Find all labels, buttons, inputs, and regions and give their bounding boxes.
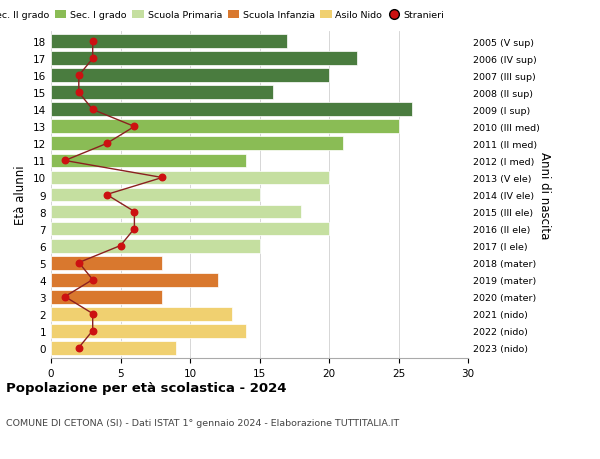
Y-axis label: Anni di nascita: Anni di nascita: [538, 151, 551, 239]
Bar: [51, 103, 412, 117]
Point: [102, 191, 112, 199]
Point: [102, 140, 112, 148]
Point: [74, 344, 83, 352]
Bar: [51, 273, 218, 287]
Point: [130, 208, 139, 216]
Text: Popolazione per età scolastica - 2024: Popolazione per età scolastica - 2024: [6, 381, 287, 394]
Point: [157, 174, 167, 182]
Bar: [51, 137, 343, 151]
Bar: [51, 52, 357, 66]
Bar: [51, 171, 329, 185]
Bar: [51, 239, 260, 253]
Text: COMUNE DI CETONA (SI) - Dati ISTAT 1° gennaio 2024 - Elaborazione TUTTITALIA.IT: COMUNE DI CETONA (SI) - Dati ISTAT 1° ge…: [6, 418, 399, 427]
Bar: [51, 188, 260, 202]
Bar: [51, 290, 162, 304]
Point: [60, 293, 70, 301]
Point: [88, 106, 98, 114]
Bar: [51, 256, 162, 270]
Point: [116, 242, 125, 250]
Bar: [51, 307, 232, 321]
Bar: [51, 86, 274, 100]
Point: [88, 56, 98, 63]
Bar: [51, 341, 176, 355]
Point: [88, 310, 98, 318]
Point: [74, 90, 83, 97]
Bar: [51, 120, 398, 134]
Bar: [51, 205, 301, 219]
Bar: [51, 154, 245, 168]
Bar: [51, 35, 287, 49]
Bar: [51, 324, 245, 338]
Point: [88, 39, 98, 46]
Point: [130, 123, 139, 131]
Bar: [51, 69, 329, 83]
Point: [130, 225, 139, 233]
Point: [60, 157, 70, 165]
Point: [88, 276, 98, 284]
Legend: Sec. II grado, Sec. I grado, Scuola Primaria, Scuola Infanzia, Asilo Nido, Stran: Sec. II grado, Sec. I grado, Scuola Prim…: [0, 7, 448, 24]
Bar: [51, 222, 329, 236]
Point: [74, 73, 83, 80]
Point: [74, 259, 83, 267]
Y-axis label: Età alunni: Età alunni: [14, 165, 28, 225]
Point: [88, 327, 98, 335]
